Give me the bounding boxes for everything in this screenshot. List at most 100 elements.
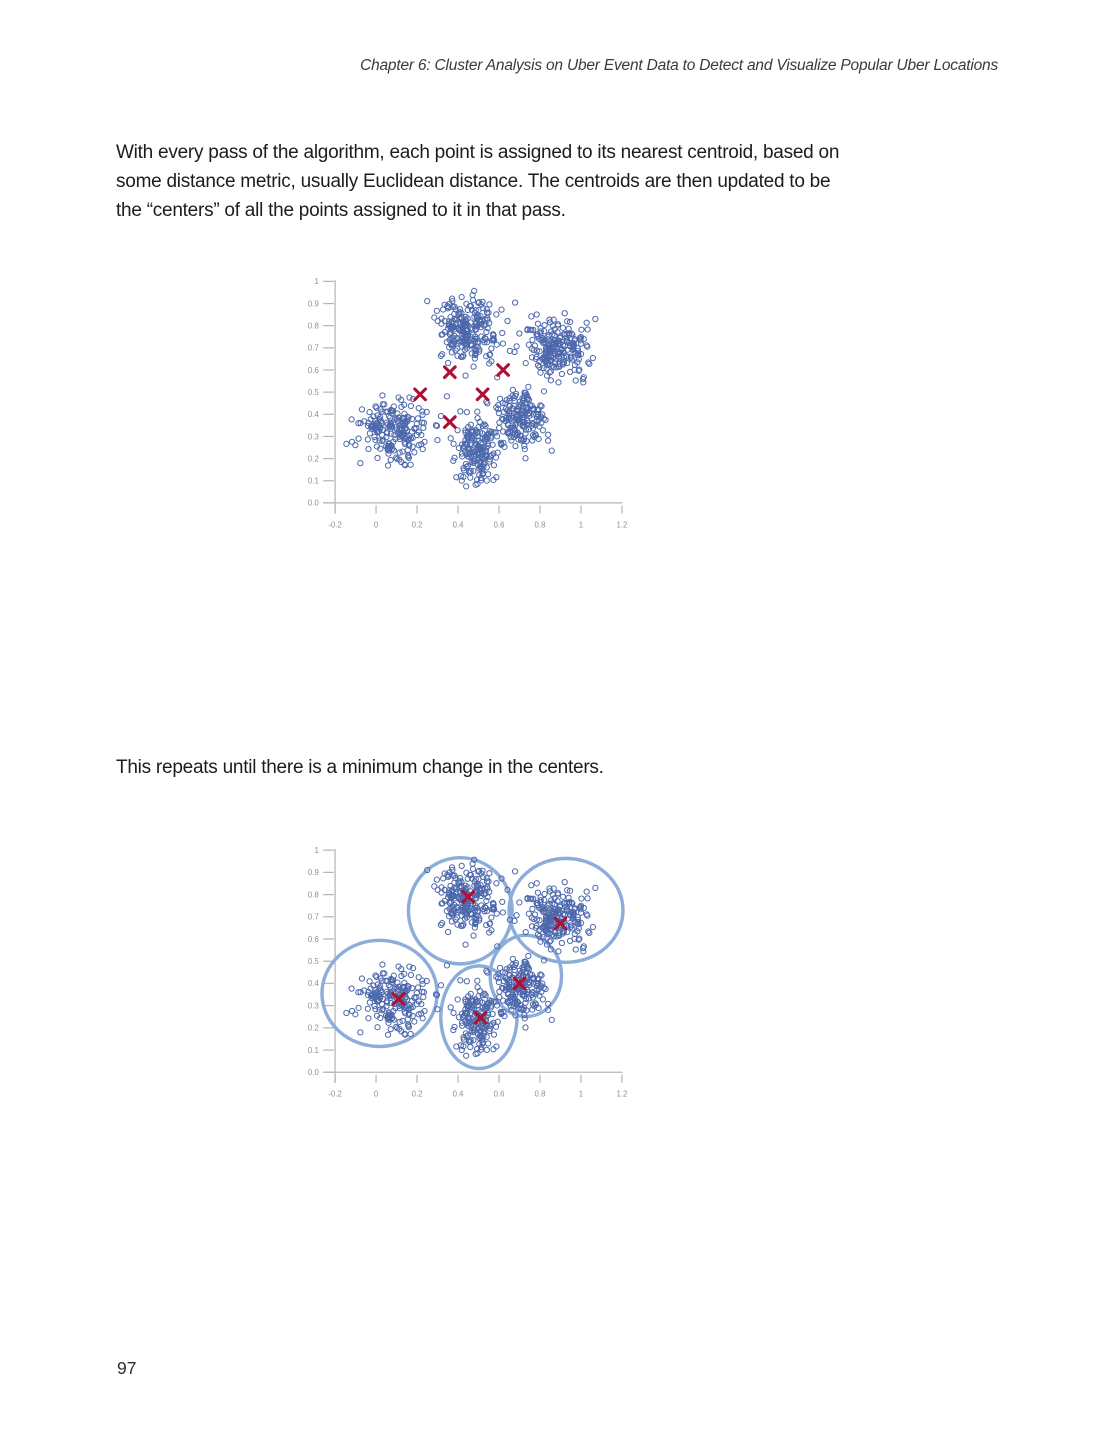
data-point <box>379 977 386 984</box>
data-point <box>481 990 488 997</box>
data-point <box>544 431 552 438</box>
data-point <box>434 1006 441 1013</box>
data-points <box>343 287 599 490</box>
data-point <box>472 875 479 883</box>
data-point <box>519 395 526 402</box>
data-point <box>536 927 543 934</box>
paragraph-kmeans-description: With every pass of the algorithm, each p… <box>116 138 839 225</box>
data-point <box>537 938 544 945</box>
data-point <box>555 363 562 370</box>
data-point <box>457 408 464 415</box>
data-point <box>546 930 553 937</box>
data-point <box>576 335 583 342</box>
data-point <box>513 1001 520 1008</box>
data-point <box>539 336 546 343</box>
data-point <box>448 864 456 871</box>
x-tick-label: 0.2 <box>412 520 423 529</box>
data-point <box>529 419 536 427</box>
data-point <box>486 999 493 1006</box>
data-point <box>404 982 411 990</box>
data-point <box>393 985 401 992</box>
data-point <box>463 408 470 416</box>
data-point <box>474 977 481 984</box>
data-point <box>543 372 551 379</box>
data-point <box>451 1023 458 1031</box>
data-point <box>493 433 501 440</box>
data-point <box>592 315 599 323</box>
data-point <box>561 310 568 317</box>
data-point <box>540 388 548 395</box>
data-point <box>513 432 520 439</box>
data-point <box>584 326 591 333</box>
data-point <box>413 990 420 997</box>
data-point <box>439 351 446 358</box>
data-point <box>574 928 581 935</box>
data-point <box>537 898 544 906</box>
data-point <box>534 975 541 983</box>
data-point <box>424 298 431 305</box>
data-point <box>400 429 408 436</box>
data-point <box>479 453 486 460</box>
data-point <box>448 349 455 356</box>
data-point <box>534 320 541 327</box>
axes <box>323 280 623 514</box>
data-point <box>470 932 477 939</box>
data-point <box>580 904 587 912</box>
data-point <box>555 353 563 360</box>
data-point <box>431 883 438 890</box>
data-point <box>524 895 531 902</box>
data-point <box>419 977 426 984</box>
y-tick-label: 0.6 <box>308 935 319 944</box>
data-point <box>467 1043 474 1051</box>
data-point <box>536 917 543 924</box>
data-point <box>414 984 422 991</box>
data-point <box>462 941 469 948</box>
data-point <box>459 334 467 342</box>
data-point <box>398 972 405 980</box>
centroid-x-marker <box>442 415 457 429</box>
y-tick-label: 0.2 <box>308 1024 319 1033</box>
data-point <box>523 990 530 998</box>
data-point <box>396 433 403 440</box>
data-point <box>437 921 445 928</box>
data-point <box>364 1005 371 1012</box>
data-point <box>493 973 500 980</box>
data-point <box>355 435 362 442</box>
data-point <box>486 360 493 367</box>
data-point <box>343 440 350 447</box>
data-point <box>475 299 483 306</box>
data-point <box>475 867 483 875</box>
data-point <box>423 408 430 415</box>
data-point <box>536 992 543 999</box>
cluster-ring <box>507 856 625 965</box>
data-point <box>370 413 377 420</box>
axes <box>323 848 623 1083</box>
data-point <box>520 437 527 444</box>
data-point <box>556 334 564 342</box>
data-point <box>511 868 519 875</box>
data-point <box>569 912 577 919</box>
data-point <box>462 905 470 912</box>
data-point <box>446 913 453 920</box>
data-point <box>398 403 405 411</box>
data-point <box>542 917 550 925</box>
data-point <box>365 445 372 453</box>
data-point <box>372 427 380 434</box>
y-tick-label: 0.6 <box>308 366 319 375</box>
data-point <box>457 977 464 984</box>
data-point <box>382 977 389 985</box>
data-point <box>526 401 533 409</box>
data-point <box>513 912 520 919</box>
data-point <box>480 460 487 467</box>
data-point <box>586 929 593 936</box>
data-point <box>564 887 571 894</box>
data-point <box>476 1040 483 1048</box>
data-point <box>480 873 487 881</box>
data-point <box>551 326 558 333</box>
data-point <box>505 984 512 991</box>
data-point <box>484 1040 492 1047</box>
data-point <box>576 904 583 911</box>
data-point <box>486 1027 493 1035</box>
data-point <box>373 990 381 997</box>
data-point <box>536 348 543 355</box>
